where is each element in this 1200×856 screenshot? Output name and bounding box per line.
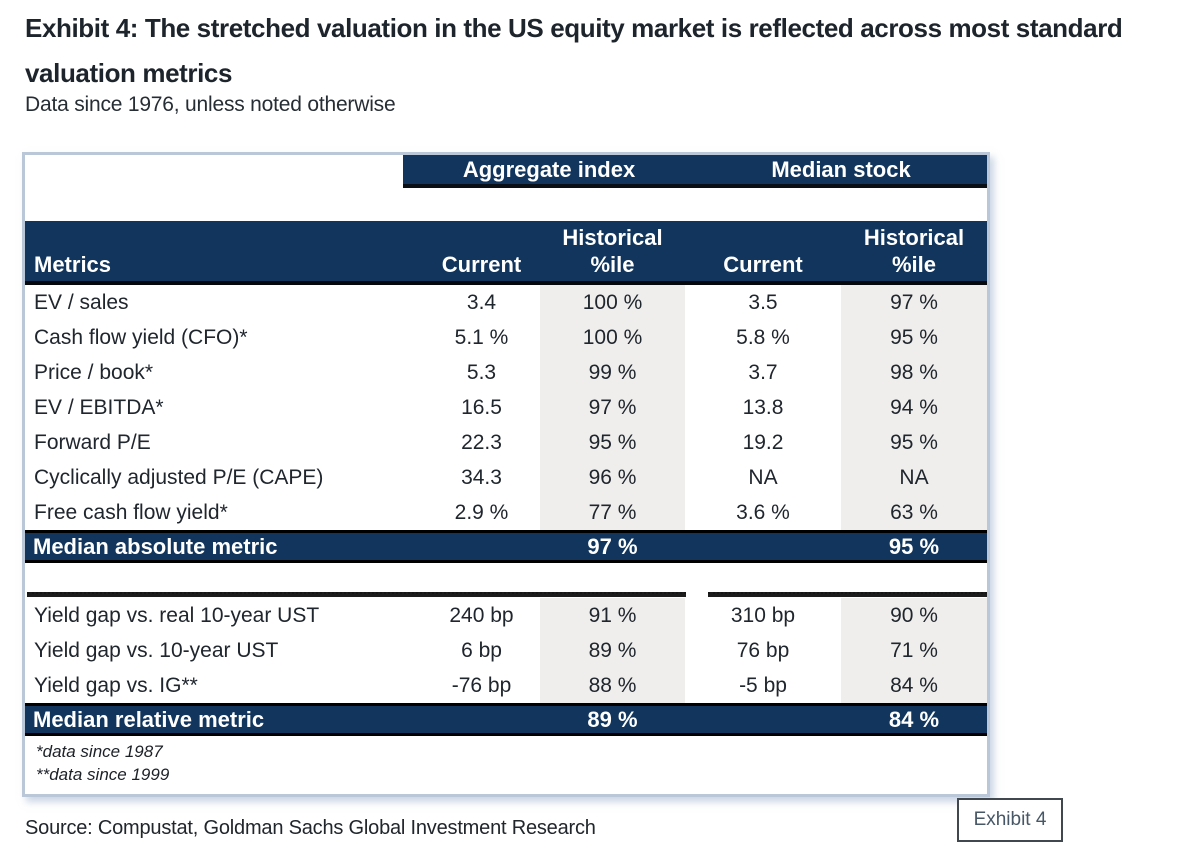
source-line: Source: Compustat, Goldman Sachs Global … [25,817,596,839]
header-gap [25,188,987,221]
value-cell: 96 % [540,460,685,495]
table-row: EV / sales 3.4 100 % 3.5 97 % [25,285,987,320]
column-header-row: Metrics Current Historical %ile Current … [25,221,987,285]
table-row: Yield gap vs. real 10-year UST 240 bp 91… [25,598,987,633]
value-cell: 13.8 [742,396,784,419]
value-cell: 5.3 [466,361,497,384]
metric-label: Forward P/E [34,431,151,454]
historical-label: Historical [863,225,965,250]
summary-value: 95 % [888,533,940,559]
value-cell: 3.6 % [736,501,790,524]
value-cell: 71 % [841,633,987,668]
column-header-historical-pctile-aggregate: Historical %ile [540,224,685,281]
value-cell: 16.5 [461,396,502,419]
column-header-metrics: Metrics [34,252,112,277]
exhibit-tag-box: Exhibit 4 [957,798,1063,842]
value-cell: 3.4 [466,291,497,314]
footnote: **data since 1999 [36,765,170,784]
column-header-current-median: Current [723,252,803,277]
summary-row-absolute: Median absolute metric 97 % 95 % [25,530,987,563]
value-cell: 76 bp [736,639,790,662]
value-cell: 98 % [841,355,987,390]
value-cell: 3.5 [748,291,778,314]
summary-row-relative: Median relative metric 89 % 84 % [25,703,987,736]
table-row: Cyclically adjusted P/E (CAPE) 34.3 96 %… [25,460,987,495]
value-cell: 77 % [540,495,685,530]
valuation-table: Aggregate index Median stock Metrics Cur… [22,152,990,797]
group-header-median-stock: Median stock [771,156,911,182]
table-row: Forward P/E 22.3 95 % 19.2 95 % [25,425,987,460]
section-gap [25,563,987,592]
value-cell: 95 % [540,425,685,460]
metric-label: Cash flow yield (CFO)* [34,326,248,349]
exhibit-subtitle: Data since 1976, unless noted otherwise [25,93,396,116]
value-cell: 95 % [841,425,987,460]
value-cell: 3.7 [748,361,778,384]
table-row: Free cash flow yield* 2.9 % 77 % 3.6 % 6… [25,495,987,530]
metric-label: EV / sales [34,291,129,314]
pctile-label: %ile [590,252,635,277]
footnote: *data since 1987 [36,742,163,761]
value-cell: 95 % [841,320,987,355]
value-cell: 22.3 [461,431,502,454]
table-row: EV / EBITDA* 16.5 97 % 13.8 94 % [25,390,987,425]
group-header-bar: Aggregate index Median stock [403,155,987,188]
table-row: Price / book* 5.3 99 % 3.7 98 % [25,355,987,390]
value-cell: NA [748,466,778,489]
value-cell: 5.8 % [736,326,790,349]
metric-label: Yield gap vs. 10-year UST [34,639,279,662]
separator-line-right [707,592,987,597]
value-cell: 84 % [841,668,987,703]
summary-value: 97 % [587,533,638,559]
metric-label: Price / book* [34,361,154,384]
value-cell: NA [841,460,987,495]
metric-label: Free cash flow yield* [34,501,228,524]
value-cell: 89 % [540,633,685,668]
table-row: Yield gap vs. IG** -76 bp 88 % -5 bp 84 … [25,668,987,703]
value-cell: 99 % [540,355,685,390]
value-cell: 90 % [841,598,987,633]
value-cell: 97 % [841,285,987,320]
summary-value: 89 % [587,706,638,732]
exhibit-title: Exhibit 4: The stretched valuation in th… [25,13,1123,88]
table-row: Cash flow yield (CFO)* 5.1 % 100 % 5.8 %… [25,320,987,355]
separator-gap [686,592,708,597]
value-cell: 19.2 [742,431,784,454]
summary-label: Median relative metric [33,706,265,732]
value-cell: 63 % [841,495,987,530]
column-header-historical-pctile-median: Historical %ile [841,224,987,281]
value-cell: 2.9 % [454,501,509,524]
footnotes: *data since 1987 **data since 1999 [25,736,987,794]
section-separator [25,592,987,598]
value-cell: -76 bp [451,674,512,697]
value-cell: 310 bp [730,604,796,627]
value-cell: 34.3 [461,466,502,489]
pctile-label: %ile [891,252,937,277]
value-cell: 94 % [841,390,987,425]
value-cell: 100 % [540,285,685,320]
value-cell: 5.1 % [454,326,509,349]
column-header-current-aggregate: Current [441,252,522,277]
metric-label: Yield gap vs. real 10-year UST [34,604,320,627]
summary-value: 84 % [888,706,940,732]
metric-label: EV / EBITDA* [34,396,164,419]
value-cell: 240 bp [449,604,514,627]
value-cell: 6 bp [461,639,502,662]
value-cell: 88 % [540,668,685,703]
metric-label: Yield gap vs. IG** [34,674,198,697]
table-row: Yield gap vs. 10-year UST 6 bp 89 % 76 b… [25,633,987,668]
value-cell: 100 % [540,320,685,355]
metric-label: Cyclically adjusted P/E (CAPE) [34,466,324,489]
value-cell: 97 % [540,390,685,425]
historical-label: Historical [562,225,663,250]
group-header-aggregate-index: Aggregate index [462,156,636,182]
separator-line-left [27,592,686,597]
summary-label: Median absolute metric [33,533,278,559]
value-cell: 91 % [540,598,685,633]
value-cell: -5 bp [739,674,787,697]
